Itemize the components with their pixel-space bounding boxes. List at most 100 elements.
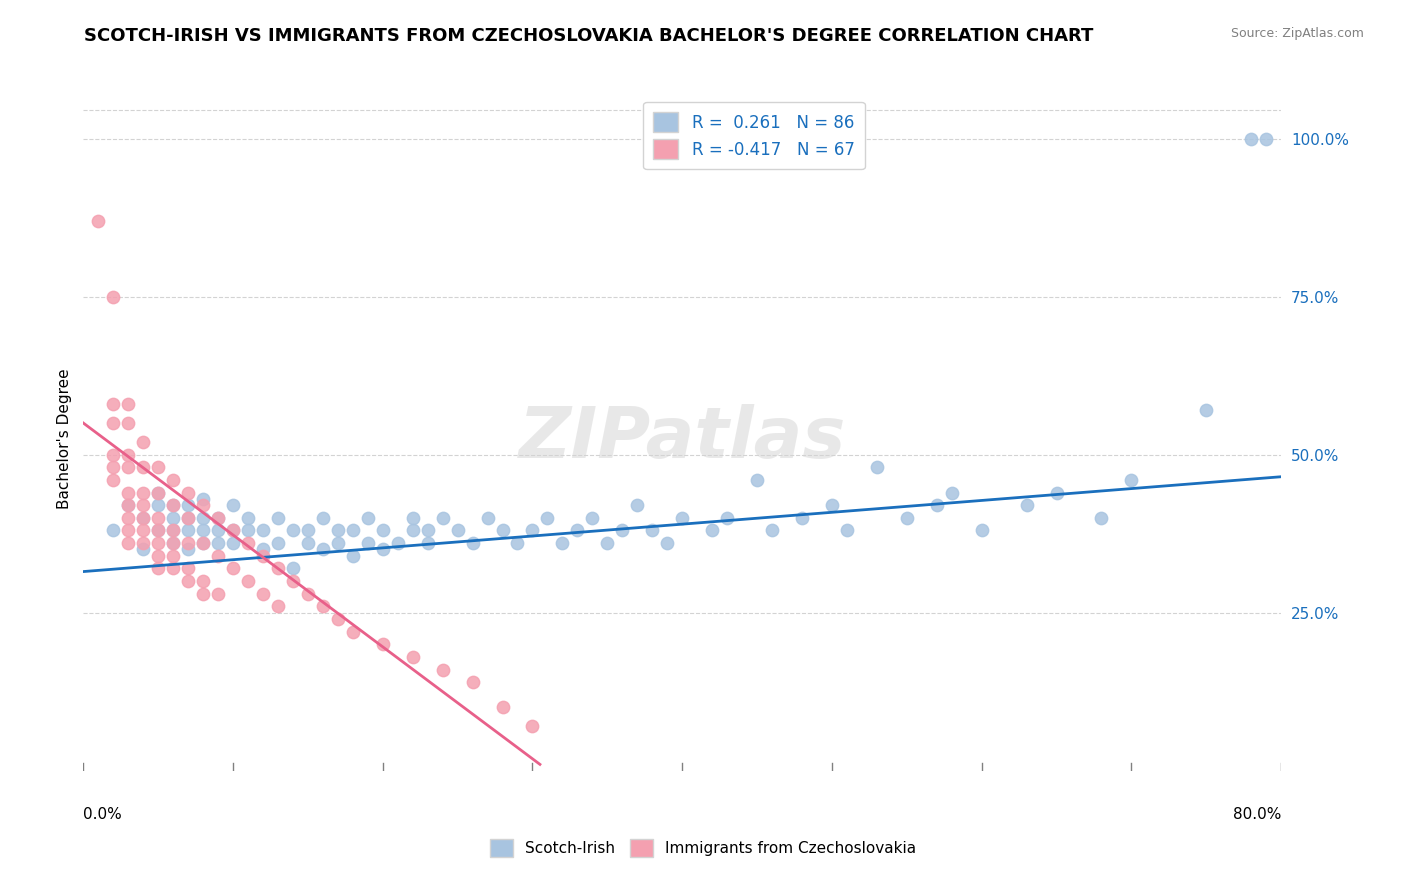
Point [671, 511, 693, 525]
Point [132, 485, 155, 500]
Point [612, 524, 634, 538]
Point [222, 561, 245, 575]
Point [342, 549, 364, 563]
Point [103, 397, 125, 411]
Point [117, 485, 139, 500]
Point [342, 524, 364, 538]
Point [567, 524, 589, 538]
Point [1015, 498, 1038, 512]
Point [117, 397, 139, 411]
Point [252, 587, 274, 601]
Point [117, 416, 139, 430]
Point [162, 524, 184, 538]
Point [267, 561, 290, 575]
Point [970, 524, 993, 538]
Point [146, 549, 169, 563]
Y-axis label: Bachelor's Degree: Bachelor's Degree [58, 368, 72, 509]
Point [162, 498, 184, 512]
Point [312, 511, 335, 525]
Point [103, 416, 125, 430]
Point [1256, 131, 1278, 145]
Text: 80.0%: 80.0% [1233, 807, 1281, 822]
Text: Source: ZipAtlas.com: Source: ZipAtlas.com [1230, 27, 1364, 40]
Point [132, 524, 155, 538]
Point [835, 524, 858, 538]
Point [1240, 131, 1263, 145]
Point [371, 524, 394, 538]
Point [177, 511, 200, 525]
Point [132, 511, 155, 525]
Point [191, 587, 214, 601]
Point [162, 561, 184, 575]
Point [925, 498, 948, 512]
Point [146, 485, 169, 500]
Point [177, 511, 200, 525]
Point [267, 536, 290, 550]
Point [342, 624, 364, 639]
Point [297, 536, 319, 550]
Point [522, 719, 544, 733]
Point [117, 524, 139, 538]
Point [626, 498, 648, 512]
Point [117, 498, 139, 512]
Point [267, 511, 290, 525]
Point [702, 524, 724, 538]
Point [432, 663, 454, 677]
Point [461, 536, 484, 550]
Point [896, 511, 918, 525]
Point [132, 460, 155, 475]
Point [236, 574, 259, 588]
Point [117, 511, 139, 525]
Point [402, 524, 425, 538]
Point [222, 524, 245, 538]
Point [177, 536, 200, 550]
Point [506, 536, 529, 550]
Point [162, 511, 184, 525]
Point [371, 542, 394, 557]
Point [446, 524, 468, 538]
Point [222, 498, 245, 512]
Point [536, 511, 558, 525]
Point [371, 637, 394, 651]
Point [236, 536, 259, 550]
Point [312, 542, 335, 557]
Point [222, 536, 245, 550]
Point [357, 511, 380, 525]
Point [281, 574, 304, 588]
Point [207, 524, 229, 538]
Point [522, 524, 544, 538]
Point [177, 498, 200, 512]
Point [236, 524, 259, 538]
Point [162, 473, 184, 487]
Point [191, 524, 214, 538]
Point [1090, 511, 1112, 525]
Point [191, 536, 214, 550]
Point [132, 511, 155, 525]
Point [191, 536, 214, 550]
Point [146, 524, 169, 538]
Point [191, 511, 214, 525]
Point [207, 536, 229, 550]
Point [281, 524, 304, 538]
Point [207, 511, 229, 525]
Legend: R =  0.261   N = 86, R = -0.417   N = 67: R = 0.261 N = 86, R = -0.417 N = 67 [644, 102, 865, 169]
Point [117, 448, 139, 462]
Point [146, 460, 169, 475]
Point [641, 524, 664, 538]
Point [207, 549, 229, 563]
Point [207, 511, 229, 525]
Point [162, 549, 184, 563]
Point [146, 511, 169, 525]
Point [87, 213, 110, 227]
Legend: Scotch-Irish, Immigrants from Czechoslovakia: Scotch-Irish, Immigrants from Czechoslov… [481, 830, 925, 866]
Point [177, 574, 200, 588]
Point [132, 434, 155, 449]
Text: 0.0%: 0.0% [83, 807, 122, 822]
Point [326, 524, 349, 538]
Point [252, 524, 274, 538]
Point [222, 524, 245, 538]
Point [461, 675, 484, 690]
Point [146, 561, 169, 575]
Point [117, 460, 139, 475]
Point [191, 491, 214, 506]
